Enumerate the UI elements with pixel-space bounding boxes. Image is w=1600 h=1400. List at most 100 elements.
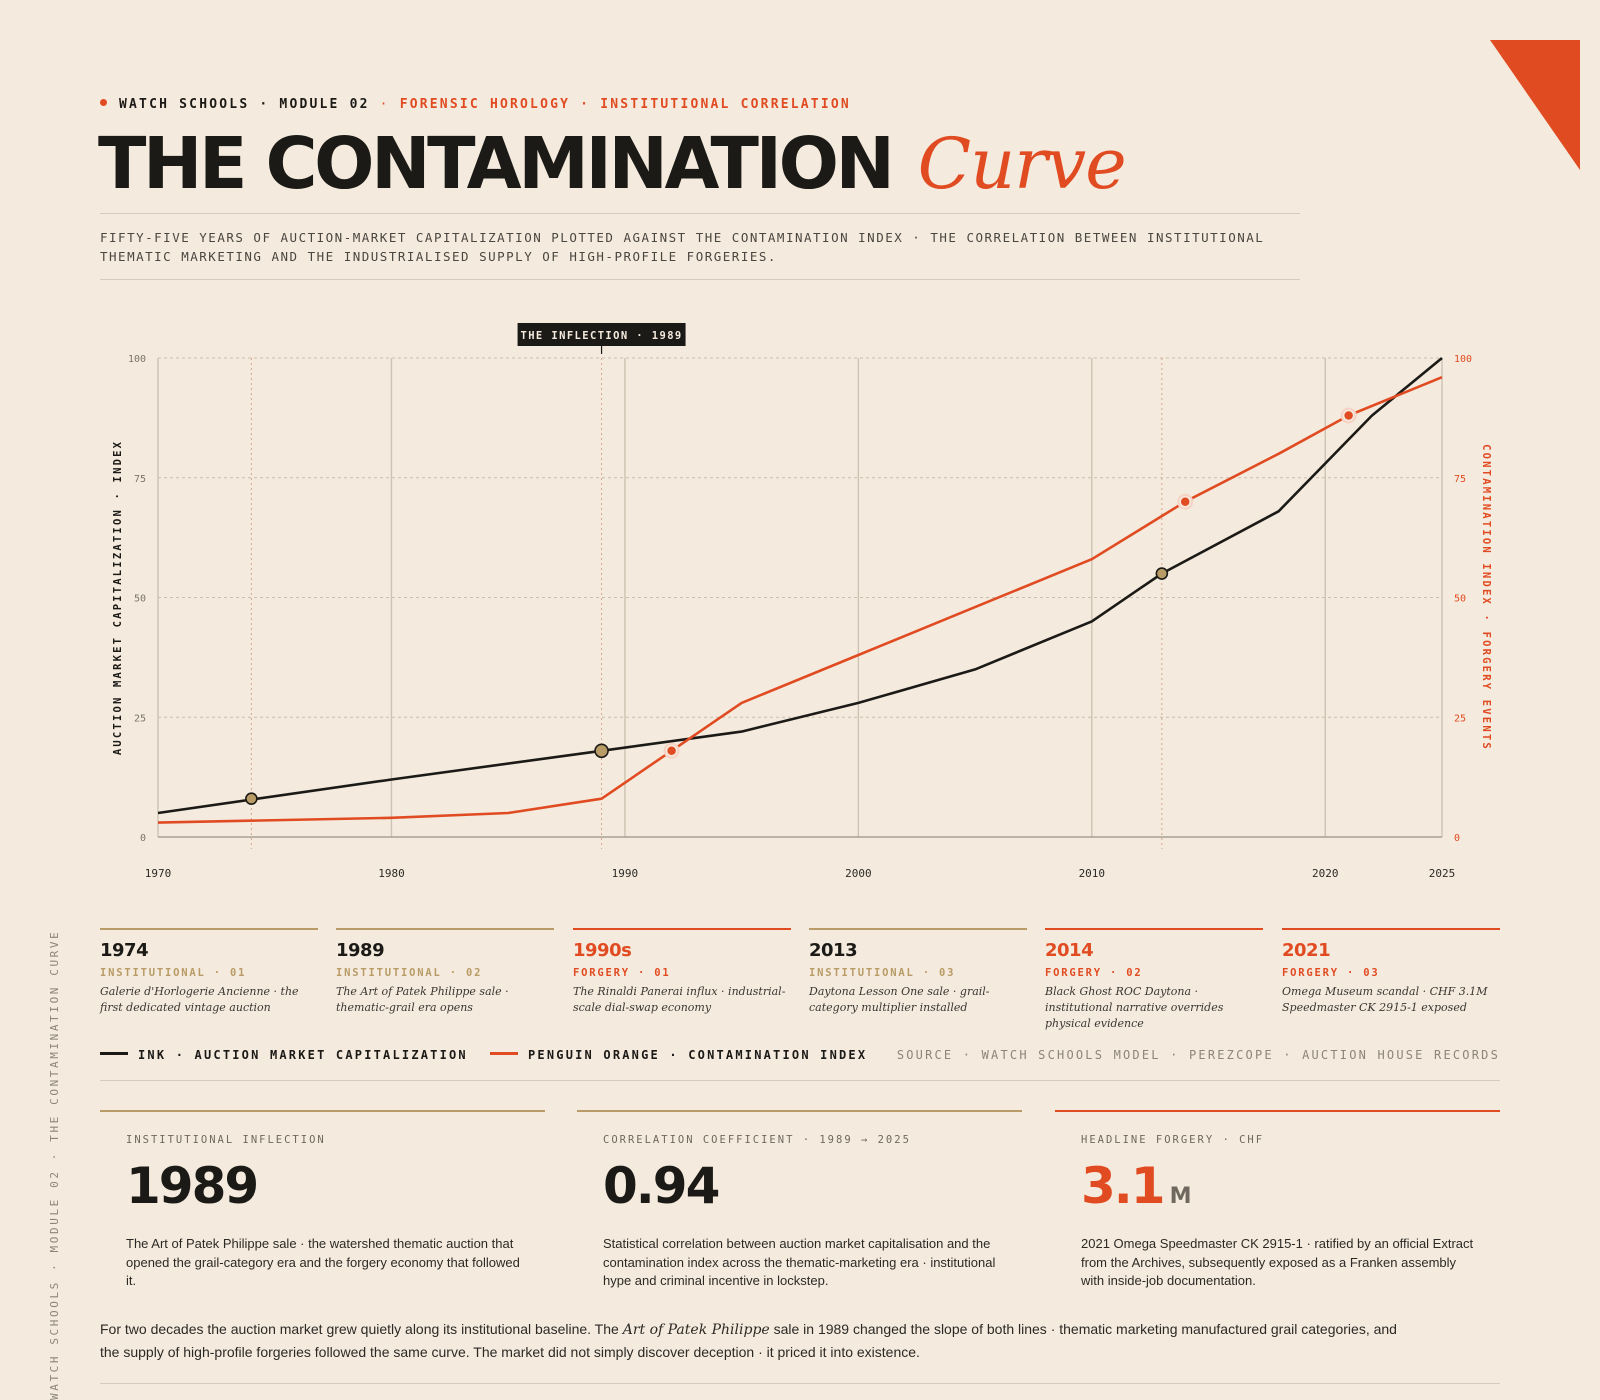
series-line-contamination-index bbox=[157, 375, 1443, 824]
kicker-dot-icon bbox=[100, 99, 107, 106]
stat-text: Statistical correlation between auction … bbox=[603, 1236, 996, 1288]
title-accent: Curve bbox=[917, 123, 1127, 205]
title-rule bbox=[100, 213, 1300, 214]
institutional-marker bbox=[245, 792, 258, 805]
timeline-bar bbox=[336, 928, 554, 930]
stat-bar bbox=[100, 1110, 545, 1112]
stat-number: 3.1 bbox=[1081, 1157, 1166, 1215]
timeline-tag: FORGERY · 02 bbox=[1045, 967, 1143, 979]
stat-label: HEADLINE FORGERY · CHF bbox=[1081, 1134, 1265, 1146]
y-tick-label-right: 50 bbox=[1454, 594, 1466, 605]
institutional-marker bbox=[1155, 567, 1169, 580]
corner-triangle bbox=[1490, 40, 1580, 170]
forgery-marker bbox=[1179, 495, 1191, 508]
y-tick-label-right: 100 bbox=[1454, 354, 1472, 365]
timeline-event: 1974 INSTITUTIONAL · 01 Galerie d'Horlog… bbox=[100, 928, 318, 1016]
timeline-tag: INSTITUTIONAL · 02 bbox=[336, 967, 483, 979]
y-tick-label-left: 100 bbox=[128, 354, 146, 365]
conclusion-paragraph: For two decades the auction market grew … bbox=[100, 1318, 1400, 1363]
timeline-event: 1989 INSTITUTIONAL · 02 The Art of Patek… bbox=[336, 928, 554, 1016]
legend-item-orange: PENGUIN ORANGE · CONTAMINATION INDEX bbox=[490, 1048, 867, 1062]
stat-label: CORRELATION COEFFICIENT · 1989 → 2025 bbox=[603, 1134, 911, 1146]
x-tick-label: 1990 bbox=[612, 867, 639, 880]
title-main: THE CONTAMINATION bbox=[98, 122, 895, 205]
legend-item-ink: INK · AUCTION MARKET CAPITALIZATION bbox=[100, 1048, 468, 1062]
x-tick-label: 2025 bbox=[1429, 867, 1456, 880]
legend-label-orange: PENGUIN ORANGE · CONTAMINATION INDEX bbox=[528, 1048, 868, 1062]
institutional-marker bbox=[594, 743, 609, 759]
stat-card-correlation: CORRELATION COEFFICIENT · 1989 → 2025 0.… bbox=[577, 1110, 1022, 1291]
timeline-bar bbox=[1045, 928, 1263, 930]
timeline-year: 2013 bbox=[809, 940, 858, 961]
legend-label-ink: INK · AUCTION MARKET CAPITALIZATION bbox=[138, 1048, 468, 1062]
annotation-box bbox=[517, 323, 686, 346]
x-tick-label: 2020 bbox=[1312, 867, 1339, 880]
timeline-year: 1990s bbox=[573, 940, 632, 961]
y-tick-label-left: 0 bbox=[140, 833, 146, 844]
y-tick-label-left: 50 bbox=[134, 594, 146, 605]
stat-bar bbox=[1055, 1110, 1500, 1112]
legend-swatch-ink bbox=[100, 1052, 128, 1055]
conclusion-italic: Art of Patek Philippe bbox=[622, 1322, 770, 1338]
stat-number: 1989 bbox=[126, 1157, 259, 1215]
y-tick-label-right: 75 bbox=[1454, 474, 1466, 485]
stat-value: 1989 bbox=[126, 1158, 545, 1225]
stat-card-inflection: INSTITUTIONAL INFLECTION 1989 The Art of… bbox=[100, 1110, 545, 1291]
stat-label: INSTITUTIONAL INFLECTION bbox=[126, 1134, 326, 1146]
stat-unit: M bbox=[1169, 1184, 1192, 1209]
y-axis-title-left: AUCTION MARKET CAPITALIZATION · INDEX bbox=[112, 440, 124, 755]
legend-rule bbox=[100, 1080, 1500, 1081]
timeline-event: 2021 FORGERY · 03 Omega Museum scandal ·… bbox=[1282, 928, 1500, 1016]
stat-value: 3.1 M bbox=[1081, 1158, 1500, 1225]
timeline-year: 2021 bbox=[1282, 940, 1331, 961]
timeline-desc: The Art of Patek Philippe sale · themati… bbox=[336, 985, 509, 1014]
timeline-event: 1990s FORGERY · 01 The Rinaldi Panerai i… bbox=[573, 928, 791, 1016]
timeline-tag: INSTITUTIONAL · 03 bbox=[809, 967, 956, 979]
source-note: SOURCE · WATCH SCHOOLS MODEL · PEREZCOPE… bbox=[896, 1048, 1500, 1062]
page-subtitle: FIFTY-FIVE YEARS OF AUCTION-MARKET CAPIT… bbox=[100, 230, 1265, 264]
page-title: THE CONTAMINATION Curve bbox=[98, 122, 1127, 205]
kicker-module: WATCH SCHOOLS · MODULE 02 bbox=[119, 97, 370, 112]
timeline-event: 2014 FORGERY · 02 Black Ghost ROC Dayton… bbox=[1045, 928, 1263, 1032]
timeline-tag: FORGERY · 03 bbox=[1282, 967, 1380, 979]
timeline-desc: Omega Museum scandal · CHF 3.1M Speedmas… bbox=[1282, 985, 1488, 1014]
kicker-separator: · bbox=[379, 97, 390, 112]
kicker: WATCH SCHOOLS · MODULE 02 · FORENSIC HOROL… bbox=[100, 97, 851, 112]
timeline-desc: The Rinaldi Panerai influx · industrial-… bbox=[573, 985, 786, 1014]
forgery-marker bbox=[665, 745, 678, 757]
stat-text: 2021 Omega Speedmaster CK 2915-1 · ratif… bbox=[1081, 1236, 1474, 1288]
timeline-bar bbox=[573, 928, 791, 930]
annotation-label: THE INFLECTION · 1989 bbox=[520, 330, 682, 342]
side-label: WATCH SCHOOLS · MODULE 02 · THE CONTAMIN… bbox=[48, 929, 61, 1400]
footer-rule bbox=[100, 1383, 1500, 1384]
x-tick-label: 2010 bbox=[1079, 867, 1106, 880]
forgery-marker bbox=[1342, 409, 1355, 422]
conclusion-part1: For two decades the auction market grew … bbox=[100, 1321, 623, 1337]
y-tick-label-left: 25 bbox=[134, 713, 146, 724]
stat-bar bbox=[577, 1110, 1022, 1112]
y-axis-title-right: CONTAMINATION INDEX · FORGERY EVENTS bbox=[1480, 444, 1492, 751]
series-line-auction-market bbox=[157, 356, 1443, 815]
timeline-bar bbox=[809, 928, 1027, 930]
kicker-topic: FORENSIC HOROLOGY · INSTITUTIONAL CORREL… bbox=[399, 97, 851, 112]
legend-swatch-orange bbox=[490, 1052, 518, 1055]
stat-text: The Art of Patek Philippe sale · the wat… bbox=[126, 1236, 520, 1288]
timeline-tag: FORGERY · 01 bbox=[573, 967, 671, 979]
y-tick-label-right: 25 bbox=[1454, 713, 1466, 724]
timeline-desc: Black Ghost ROC Daytona · institutional … bbox=[1045, 985, 1224, 1030]
timeline: 1974 INSTITUTIONAL · 01 Galerie d'Horlog… bbox=[100, 928, 1500, 1030]
timeline-tag: INSTITUTIONAL · 01 bbox=[100, 967, 247, 979]
timeline-year: 2014 bbox=[1045, 940, 1094, 961]
x-tick-label: 1980 bbox=[378, 867, 405, 880]
conclusion-part2: sale in 1989 changed the slope of both l… bbox=[100, 1321, 1397, 1360]
timeline-bar bbox=[100, 928, 318, 930]
timeline-year: 1974 bbox=[100, 940, 149, 961]
x-tick-label: 1970 bbox=[145, 867, 172, 880]
timeline-event: 2013 INSTITUTIONAL · 03 Daytona Lesson O… bbox=[809, 928, 1027, 1016]
stat-number: 0.94 bbox=[603, 1157, 720, 1215]
y-tick-label-left: 75 bbox=[134, 474, 146, 485]
subtitle-rule bbox=[100, 279, 1300, 280]
timeline-bar bbox=[1282, 928, 1500, 930]
contamination-chart: 0 0 25 25 50 50 75 75 100 100 1970 1980 1990 2000 2010… bbox=[112, 323, 1492, 880]
stat-value: 0.94 bbox=[603, 1158, 1022, 1225]
